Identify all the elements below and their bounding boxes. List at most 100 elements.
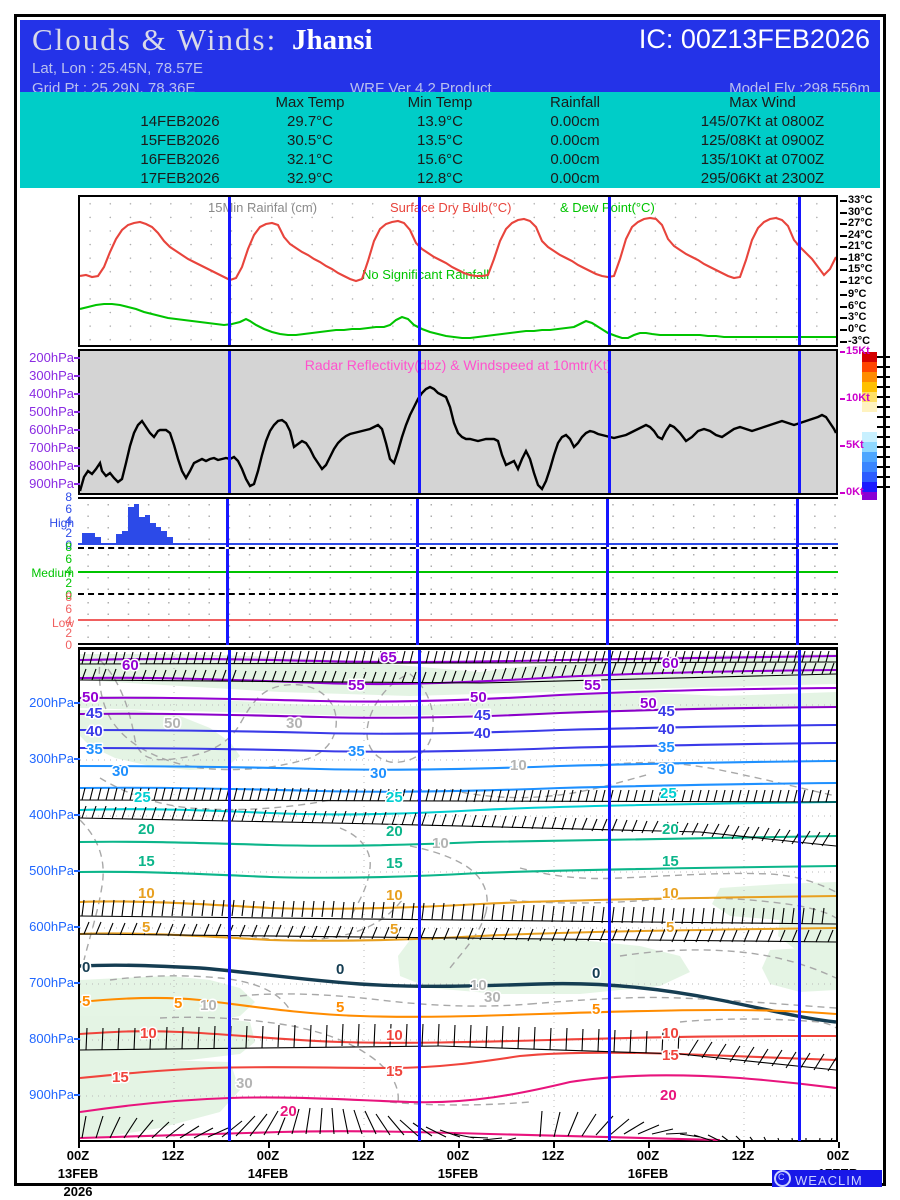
- svg-text:15: 15: [662, 853, 679, 870]
- day-separator: [796, 499, 799, 547]
- high-tick: 0: [65, 538, 72, 552]
- vertical-cross-section-panel: 60 65 60 55 55 50 50 50 45 45 45 40 40 4…: [78, 647, 838, 1142]
- surface-temperature-panel: 15Min Rainfal (cm) Surface Dry Bulb(°C) …: [78, 195, 838, 347]
- svg-text:45: 45: [86, 705, 103, 722]
- copyright-icon: [774, 1169, 791, 1187]
- high-tick: 8: [65, 490, 72, 504]
- medium-cloud-panel: [78, 547, 838, 597]
- table-header-row: Max Temp Min Temp Rainfall Max Wind: [20, 94, 880, 113]
- svg-text:40: 40: [86, 723, 103, 740]
- svg-text:40: 40: [658, 721, 675, 738]
- low-cloud-label: Low: [51, 616, 74, 630]
- svg-text:10: 10: [662, 1025, 679, 1042]
- header-banner: Clouds & Winds: Jhansi IC: 00Z13FEB2026 …: [20, 20, 880, 97]
- column-header-max-wind: Max Wind: [729, 94, 796, 111]
- svg-text:60: 60: [662, 655, 679, 672]
- wind-barbs-200hpa: [80, 650, 836, 684]
- cell-min-temp: 15.6°C: [416, 151, 464, 168]
- svg-text:10: 10: [386, 1027, 403, 1044]
- svg-text:10: 10: [662, 885, 679, 902]
- day-separator: [226, 499, 229, 547]
- day-separator: [226, 597, 229, 645]
- x-tick-hour: 00Z: [826, 1148, 850, 1163]
- svg-text:10: 10: [432, 835, 449, 852]
- wind-barbs-surface: [81, 1107, 833, 1141]
- main-pressure-tick: 600hPa: [29, 919, 74, 934]
- day-separator: [416, 499, 419, 547]
- cell-date: 16FEB2026: [140, 151, 220, 168]
- main-pressure-tick: 900hPa: [29, 1087, 74, 1102]
- page-title: Clouds & Winds:: [32, 22, 278, 57]
- temp-tick: 15°C: [848, 263, 873, 275]
- high-cloud-panel: [78, 497, 838, 547]
- day-separator: [416, 597, 419, 645]
- day-separator: [418, 197, 421, 345]
- svg-text:30: 30: [484, 989, 501, 1006]
- svg-text:20: 20: [386, 823, 403, 840]
- wind-barb-bands: [80, 650, 836, 1141]
- table-row: 14FEB2026 29.7°C 13.9°C 0.00cm 145/07Kt …: [20, 113, 880, 132]
- day-separator: [798, 197, 801, 345]
- main-pressure-tick: 200hPa: [29, 695, 74, 710]
- table-row: 15FEB2026 30.5°C 13.5°C 0.00cm 125/08Kt …: [20, 132, 880, 151]
- svg-text:30: 30: [370, 765, 387, 782]
- svg-text:30: 30: [112, 763, 129, 780]
- colorbar-tick: 0Kt: [846, 486, 864, 498]
- svg-text:45: 45: [474, 707, 491, 724]
- x-tick-hour: 00Z: [446, 1148, 470, 1163]
- x-tick-day: 13FEB: [57, 1166, 99, 1181]
- medium-tick: 0: [65, 588, 72, 602]
- svg-text:50: 50: [82, 689, 99, 706]
- day-separator: [226, 549, 229, 597]
- radar-axis-tick: 900hPa: [29, 476, 74, 491]
- svg-text:5: 5: [666, 919, 674, 936]
- svg-text:60: 60: [122, 657, 139, 674]
- svg-text:15: 15: [138, 853, 155, 870]
- temp-tick: 0°C: [848, 323, 867, 335]
- temp-tick: 24°C: [848, 229, 873, 241]
- cell-max-temp: 32.1°C: [286, 151, 334, 168]
- low-cloud-series: [78, 619, 838, 621]
- radar-axis-tick: 300hPa: [29, 368, 74, 383]
- column-header-rainfall: Rainfall: [549, 94, 601, 111]
- temp-tick: 21°C: [848, 240, 873, 252]
- cell-rainfall: 0.00cm: [550, 170, 600, 187]
- x-tick-day: 14FEB: [247, 1166, 289, 1181]
- radar-axis-tick: 600hPa: [29, 422, 74, 437]
- temp-tick: 9°C: [848, 288, 867, 300]
- x-tick-hour: 00Z: [636, 1148, 660, 1163]
- svg-text:0: 0: [82, 959, 90, 976]
- table-row: 16FEB2026 32.1°C 15.6°C 0.00cm 135/10Kt …: [20, 151, 880, 170]
- windspeed-curve-svg: [80, 385, 836, 492]
- svg-text:55: 55: [584, 677, 601, 694]
- table-row: 17FEB2026 32.9°C 12.8°C 0.00cm 295/06Kt …: [20, 170, 880, 189]
- svg-text:20: 20: [662, 821, 679, 838]
- dewpoint-curve: [80, 302, 836, 340]
- main-pressure-tick: 800hPa: [29, 1031, 74, 1046]
- cell-min-temp: 13.5°C: [416, 132, 464, 149]
- svg-text:20: 20: [280, 1103, 297, 1120]
- x-tick-day: 15FEB: [437, 1166, 479, 1181]
- cell-min-temp: 13.9°C: [416, 113, 464, 130]
- day-separator: [606, 549, 609, 597]
- wind-barbs-800hpa: [80, 1023, 836, 1072]
- radar-axis-tick: 700hPa: [29, 440, 74, 455]
- weaclim-watermark: WEACLIM: [772, 1169, 882, 1188]
- low-cloud-panel: [78, 597, 838, 645]
- svg-text:15: 15: [112, 1069, 129, 1086]
- medium-tick: 6: [65, 552, 72, 566]
- cell-date: 17FEB2026: [140, 170, 220, 187]
- radar-windspeed-panel: Radar Reflectivity(dbz) & Windspeed at 1…: [78, 349, 838, 495]
- x-tick-hour: 12Z: [731, 1148, 755, 1163]
- day-separator: [606, 597, 609, 645]
- temperature-axis: 33°C 30°C 27°C 24°C 21°C 18°C 15°C 12°C …: [840, 195, 886, 347]
- radar-axis-tick: 500hPa: [29, 404, 74, 419]
- svg-text:25: 25: [386, 789, 403, 806]
- medium-cloud-label: Medium: [31, 566, 74, 580]
- svg-text:20: 20: [660, 1087, 677, 1104]
- svg-text:5: 5: [336, 999, 344, 1016]
- svg-text:35: 35: [348, 743, 365, 760]
- x-tick-day: 16FEB: [627, 1166, 669, 1181]
- low-tick: 4: [65, 614, 72, 628]
- high-tick: 6: [65, 502, 72, 516]
